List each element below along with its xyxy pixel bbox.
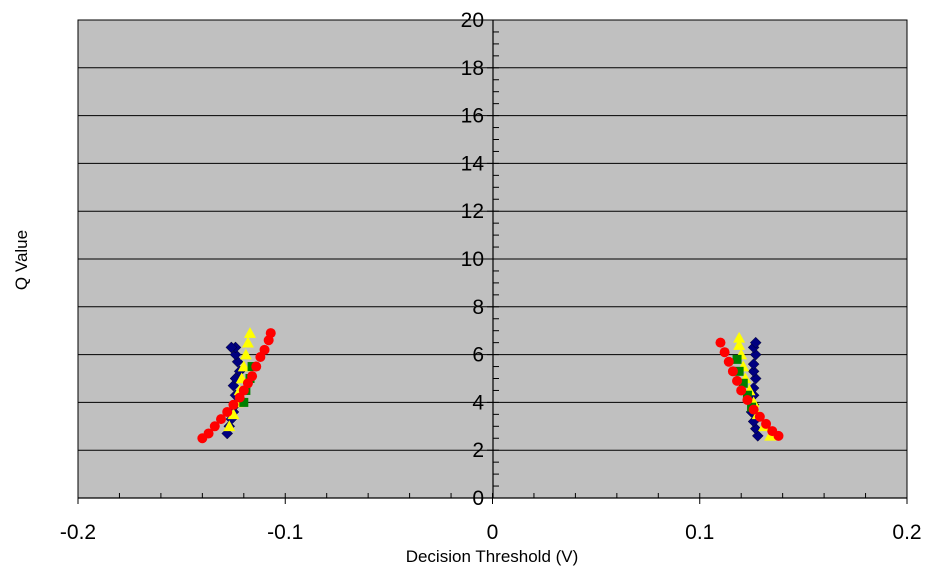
point-marker: [241, 336, 254, 348]
point-marker: [239, 397, 249, 407]
point-marker: [733, 339, 746, 350]
x-axis-title: Decision Threshold (V): [406, 547, 579, 566]
y-tick-label: 2: [472, 439, 484, 462]
point-marker: [251, 361, 262, 372]
point-marker: [733, 331, 746, 343]
point-marker: [754, 411, 765, 422]
y-tick-label: 0: [472, 487, 484, 510]
point-marker: [738, 378, 748, 388]
y-tick-label: 20: [461, 9, 484, 32]
point-marker: [247, 371, 258, 382]
point-marker: [761, 418, 772, 429]
point-marker: [747, 358, 760, 370]
point-marker: [223, 420, 236, 432]
point-marker: [222, 406, 233, 417]
data-series: [197, 327, 784, 444]
y-tick-label: 6: [472, 344, 484, 367]
tick-labels: 0 2 4 6 8 10 12 14 16 18 20 -0.2 -0.1 0 0.1 0.2: [60, 9, 922, 544]
series-4: [197, 328, 784, 444]
y-tick-label: 18: [461, 57, 484, 80]
point-marker: [748, 404, 759, 415]
y-tick-label: 8: [472, 296, 484, 319]
point-marker: [203, 428, 214, 439]
y-tick-label: 4: [472, 391, 484, 414]
x-tick-label: -0.2: [60, 521, 96, 544]
point-marker: [773, 430, 784, 441]
point-marker: [749, 336, 762, 349]
point-marker: [732, 354, 742, 364]
point-marker: [225, 341, 238, 354]
point-marker: [259, 344, 270, 355]
point-marker: [209, 421, 220, 432]
x-tick-label: 0.2: [892, 521, 921, 544]
x-tick-label: 0.1: [685, 521, 714, 544]
point-marker: [265, 328, 276, 339]
point-marker: [732, 375, 743, 386]
point-marker: [747, 365, 760, 378]
point-marker: [216, 414, 227, 425]
x-tick-label: 0: [487, 521, 499, 544]
y-tick-label: 14: [461, 152, 485, 175]
point-marker: [727, 366, 738, 377]
point-marker: [237, 360, 250, 372]
point-marker: [244, 327, 257, 338]
point-marker: [736, 385, 747, 396]
tick-marks: [77, 19, 908, 504]
y-tick-label: 10: [461, 248, 484, 271]
point-marker: [734, 366, 744, 376]
point-marker: [228, 399, 239, 410]
y-axis-title: Q Value: [12, 230, 31, 290]
point-marker: [715, 337, 726, 348]
point-marker: [723, 356, 734, 367]
point-marker: [227, 408, 240, 420]
point-marker: [719, 347, 730, 358]
point-marker: [229, 348, 242, 361]
x-tick-label: -0.1: [267, 521, 303, 544]
y-tick-label: 16: [461, 105, 484, 128]
y-tick-label: 12: [461, 200, 484, 223]
point-marker: [239, 348, 252, 360]
point-marker: [742, 395, 753, 406]
